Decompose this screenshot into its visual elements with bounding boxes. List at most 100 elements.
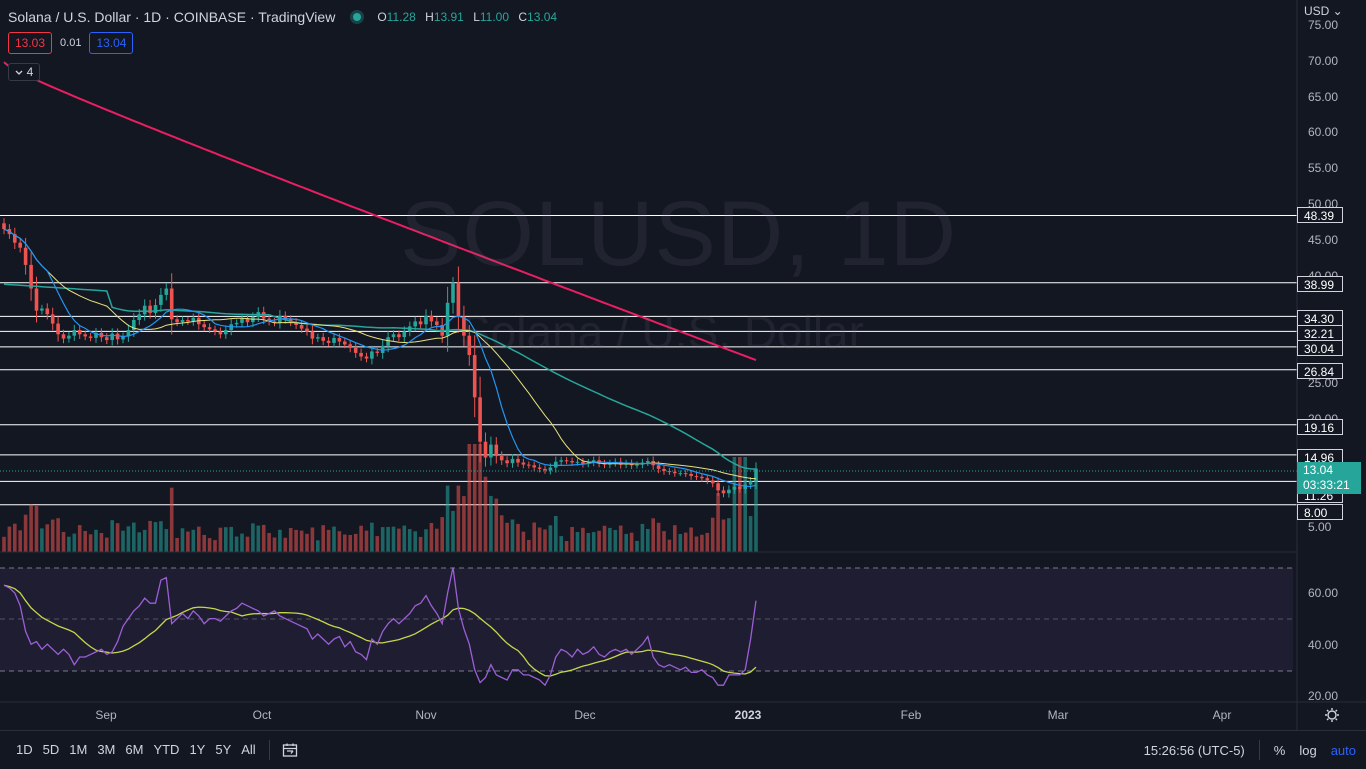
candle-body	[316, 337, 320, 339]
volume-bar	[245, 536, 250, 552]
volume-bar	[207, 538, 212, 552]
auto-scale-button[interactable]: auto	[1330, 742, 1356, 758]
gear-icon[interactable]	[1324, 707, 1340, 723]
level-price-tag[interactable]: 32.21	[1297, 325, 1343, 341]
volume-bar	[375, 536, 380, 552]
volume-bar	[386, 526, 390, 552]
candle-body	[451, 282, 455, 303]
volume-bar	[451, 510, 455, 552]
volume-bar	[537, 527, 542, 552]
buy-button[interactable]: 13.04	[89, 32, 134, 54]
candle-body	[299, 325, 304, 329]
level-price-tag[interactable]: 48.39	[1297, 207, 1343, 223]
volume-bar	[234, 536, 239, 552]
volume-bar	[494, 498, 499, 552]
price-tick-label: 75.00	[1308, 18, 1339, 32]
sell-button[interactable]: 13.03	[8, 32, 53, 54]
candle-body	[581, 461, 585, 464]
candle-body	[283, 315, 288, 320]
level-price-tag[interactable]: 19.16	[1297, 419, 1343, 435]
level-price-tag[interactable]: 38.99	[1297, 276, 1343, 292]
range-button-1m[interactable]: 1M	[69, 741, 88, 757]
candle-body	[207, 327, 212, 330]
volume-bar	[472, 444, 477, 552]
volume-bar	[700, 534, 704, 552]
go-to-date-icon[interactable]	[282, 742, 298, 758]
symbol-legend[interactable]: Solana / U.S. Dollar · 1D · COINBASE · T…	[8, 8, 563, 26]
candle-body	[754, 468, 758, 482]
volume-bar	[727, 518, 731, 552]
candle-body	[77, 330, 82, 335]
range-button-5y[interactable]: 5Y	[215, 741, 232, 757]
toolbar-divider	[268, 739, 270, 760]
volume-bar	[153, 522, 158, 552]
log-scale-button[interactable]: log	[1299, 742, 1317, 758]
time-tick-label: Feb	[900, 708, 922, 722]
volume-bar	[683, 532, 688, 552]
volume-bar	[424, 529, 428, 552]
time-tick-label: Dec	[574, 708, 596, 722]
bottom-toolbar: 1D 5D 1M 3M 6M YTD 1Y 5Y All 15:26:56 (UTC-5) % …	[0, 730, 1366, 768]
spread-value: 0.01	[60, 37, 82, 49]
level-price-tag[interactable]: 34.30	[1297, 310, 1343, 326]
range-button-5d[interactable]: 5D	[42, 741, 60, 757]
volume-bar	[348, 535, 352, 552]
chevron-down-icon	[15, 65, 23, 79]
timezone-clock[interactable]: 15:26:56 (UTC-5)	[1143, 742, 1245, 758]
candle-body	[656, 465, 661, 469]
level-price-tag[interactable]: 30.04	[1297, 340, 1343, 356]
volume-bar	[299, 530, 304, 552]
quote-row: 13.03 0.01 13.04	[8, 32, 134, 54]
candle-body	[424, 315, 428, 325]
candle-body	[700, 476, 704, 479]
range-button-6m[interactable]: 6M	[125, 741, 144, 757]
volume-bar	[748, 516, 753, 552]
level-price-tag[interactable]: 14.96	[1297, 449, 1343, 465]
range-button-all[interactable]: All	[241, 741, 256, 757]
market-status-icon[interactable]	[353, 13, 362, 21]
level-price-tag[interactable]: 26.84	[1297, 363, 1343, 379]
price-tick-label: 70.00	[1308, 54, 1339, 68]
price-tick-label: 5.00	[1308, 520, 1332, 534]
percent-scale-button[interactable]: %	[1273, 742, 1286, 758]
candle-body	[673, 471, 677, 474]
range-button-ytd[interactable]: YTD	[153, 741, 180, 757]
volume-bar	[240, 533, 244, 552]
candle-body	[445, 302, 450, 336]
candle-body	[110, 333, 114, 340]
volume-bar	[754, 479, 758, 552]
candle-body	[159, 294, 163, 305]
volume-bar	[316, 540, 320, 552]
candle-body	[191, 317, 196, 322]
description-watermark: Solana / U.S. Dollar	[460, 306, 864, 358]
candle-body	[83, 334, 87, 337]
candle-body	[23, 247, 28, 265]
level-price-tag[interactable]: 8.00	[1297, 504, 1343, 520]
symbol-title[interactable]: Solana / U.S. Dollar · 1D · COINBASE · T…	[8, 9, 336, 25]
volume-bar	[651, 518, 655, 552]
candle-body	[202, 324, 206, 328]
low-label: L	[473, 10, 480, 24]
range-button-1d[interactable]: 1D	[16, 741, 33, 757]
volume-bar	[662, 531, 666, 552]
volume-bar	[159, 521, 163, 552]
candle-body	[646, 461, 650, 463]
candle-body	[364, 356, 369, 359]
candle-body	[527, 464, 531, 466]
indicators-toggle-button[interactable]: 4	[8, 63, 40, 81]
toolbar-divider	[1258, 740, 1260, 760]
candle-body	[153, 305, 158, 313]
range-button-3m[interactable]: 3M	[97, 741, 116, 757]
volume-bar	[186, 531, 190, 552]
volume-bar	[110, 520, 114, 552]
currency-selector[interactable]: USD ⌄	[1304, 4, 1343, 22]
ma-fast-line	[3, 228, 757, 488]
volume-bar	[678, 534, 683, 552]
range-button-1y[interactable]: 1Y	[189, 741, 206, 757]
candle-body	[164, 288, 169, 295]
candle-body	[137, 314, 141, 320]
volume-bar	[743, 457, 747, 552]
candle-body	[554, 461, 558, 468]
volume-bar	[94, 529, 98, 552]
